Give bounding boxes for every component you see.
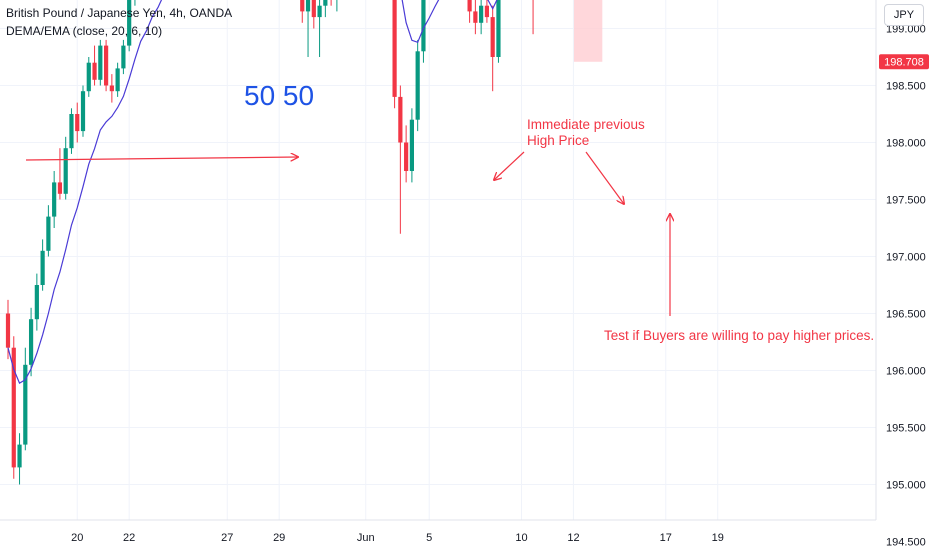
candle-down <box>484 5 490 18</box>
price-axis <box>876 0 932 550</box>
y-tick-label: 196.500 <box>886 309 926 321</box>
candle-up <box>46 216 51 251</box>
immediate-text-line1: Immediate previous <box>527 117 645 132</box>
y-tick-label: 197.500 <box>886 195 926 207</box>
x-tick-label: 19 <box>712 532 724 544</box>
x-tick-label: Jun <box>357 532 375 544</box>
candle-up <box>317 5 322 18</box>
candle-up <box>479 5 484 23</box>
candle-up <box>415 51 420 120</box>
annotations: 50 50 Immediate previous High Price Test… <box>25 80 874 343</box>
grid <box>0 0 876 542</box>
price-label-box <box>879 54 929 70</box>
candle-down <box>92 62 97 80</box>
position-tool[interactable] <box>0 0 876 62</box>
candle-up <box>127 0 132 46</box>
stop-zone <box>573 0 603 62</box>
candle-down <box>398 96 403 143</box>
candle-up <box>305 0 311 12</box>
x-tick-label: 20 <box>71 532 83 544</box>
y-tick-label: 195.000 <box>886 480 926 492</box>
candle-down <box>392 0 397 97</box>
candle-up <box>86 62 91 92</box>
candle-down <box>109 85 114 92</box>
candles <box>5 0 534 485</box>
candle-down <box>311 0 316 18</box>
immediate-arrow-left <box>494 151 525 180</box>
x-tick-label: 22 <box>123 532 135 544</box>
candle-up <box>121 45 126 69</box>
candle-down <box>490 17 495 58</box>
candle-down <box>103 45 109 86</box>
candle-up <box>323 0 328 6</box>
candle-up <box>80 91 86 132</box>
candle-down <box>11 347 16 468</box>
candle-up <box>52 182 57 217</box>
test-text: Test if Buyers are willing to pay higher… <box>604 328 874 343</box>
immediate-arrow-right <box>585 151 624 204</box>
x-tick-label: 17 <box>660 532 672 544</box>
candle-down <box>300 0 305 12</box>
candle-down <box>473 11 478 23</box>
x-tick-label: 5 <box>426 532 432 544</box>
candle-up <box>40 250 45 285</box>
chart-title: British Pound / Japanese Yen, 4h, OANDA <box>6 6 233 20</box>
y-tick-label: 196.000 <box>886 366 926 378</box>
candle-down <box>75 114 80 132</box>
time-axis <box>0 520 876 550</box>
candle-up <box>115 68 120 92</box>
y-tick-label: 198.500 <box>886 81 926 93</box>
left-arrow <box>25 157 298 160</box>
x-tick-label: 12 <box>567 532 579 544</box>
candle-up <box>69 114 74 149</box>
candle-up <box>496 0 501 57</box>
ema-line <box>7 0 498 384</box>
candle-up <box>63 148 68 194</box>
y-tick-label: 199.000 <box>886 24 926 36</box>
candle-up <box>421 0 426 52</box>
y-tick-label: 194.500 <box>886 537 926 549</box>
indicator-label[interactable]: DEMA/EMA (close, 20, 6, 10) <box>6 24 163 38</box>
y-tick-label: 195.500 <box>886 423 926 435</box>
candle-up <box>34 285 39 320</box>
candle-up <box>23 364 28 445</box>
big-label: 50 50 <box>244 80 314 111</box>
price-labels: 202.555200.39202:25:06200.248198.708 <box>879 54 929 70</box>
immediate-text-line2: High Price <box>527 133 589 148</box>
candle-up <box>17 444 22 468</box>
candle-down <box>5 313 11 348</box>
y-tick-label: 197.000 <box>886 252 926 264</box>
candle-down <box>404 142 409 171</box>
candle-down <box>467 0 472 12</box>
candle-up <box>409 119 414 171</box>
price-label: 198.708 <box>884 56 924 68</box>
candle-up <box>28 319 34 365</box>
x-tick-label: 29 <box>273 532 285 544</box>
x-tick-label: 27 <box>221 532 233 544</box>
y-tick-label: 198.000 <box>886 138 926 150</box>
x-tick-label: 10 <box>515 532 527 544</box>
candle-up <box>98 45 103 80</box>
currency-button[interactable]: JPY <box>884 4 924 26</box>
candle-down <box>57 182 63 194</box>
